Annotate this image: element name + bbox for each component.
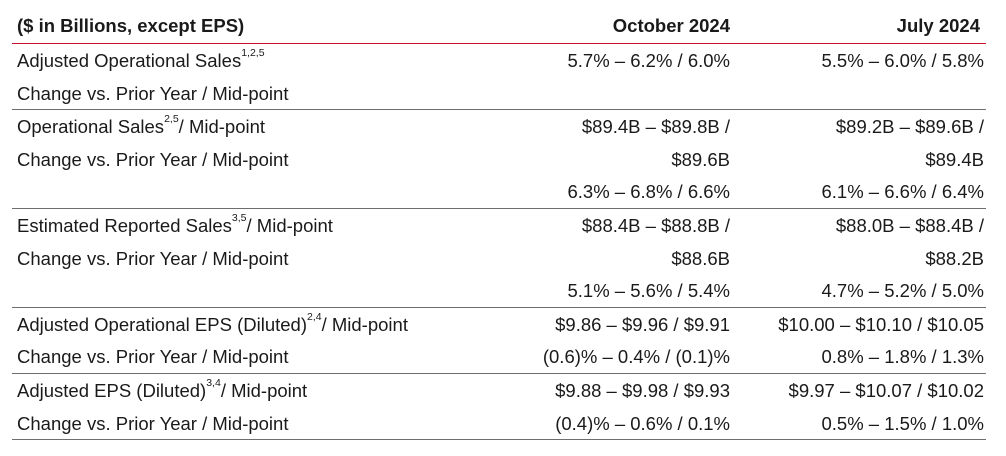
row-group: Estimated Reported Sales3,5/ Mid-point $8…: [12, 209, 986, 308]
cell-october-2024: 5.7% – 6.2% / 6.0%: [567, 50, 731, 71]
cell-july-2024: 5.5% – 6.0% / 5.8%: [821, 50, 985, 71]
cell-october-2024: 6.3% – 6.8% / 6.6%: [567, 181, 731, 203]
row-label-text: Change vs. Prior Year / Mid-point: [17, 346, 289, 368]
row-label: Change vs. Prior Year / Mid-point: [17, 149, 288, 171]
footnote-marker: 3,4: [206, 376, 221, 389]
row-group: Adjusted Operational Sales1,2,5 5.7% – 6.…: [12, 44, 986, 111]
table-row: Change vs. Prior Year / Mid-point: [12, 77, 986, 110]
cell-october-2024: (0.6)% – 0.4% / (0.1)%: [542, 346, 730, 368]
row-label: Change vs. Prior Year / Mid-point: [17, 248, 288, 270]
table-row: Change vs. Prior Year / Mid-point $88.6B $…: [12, 242, 986, 275]
header-october-2024: October 2024: [612, 15, 730, 36]
cell-july-2024: $88.0B – $88.4B /: [835, 214, 984, 236]
row-label: Adjusted Operational Sales1,2,5: [17, 47, 265, 72]
row-group: Adjusted EPS (Diluted)3,4/ Mid-point $9.8…: [12, 374, 986, 441]
table-row: Change vs. Prior Year / Mid-point (0.4)% …: [12, 407, 986, 440]
footnote-marker: 1,2,5: [241, 47, 265, 59]
row-label-text: Operational Sales: [17, 116, 165, 138]
cell-july-2024: $88.2B: [925, 247, 984, 269]
table-row: Adjusted Operational Sales1,2,5 5.7% – 6.…: [12, 44, 986, 77]
row-label-text: Change vs. Prior Year / Mid-point: [17, 247, 289, 269]
row-label-text: Change vs. Prior Year / Mid-point: [17, 412, 289, 434]
row-label-suffix: / Mid-point: [178, 116, 266, 138]
guidance-table: ($ in Billions, except EPS) October 2024…: [12, 10, 986, 441]
cell-october-2024: $9.86 – $9.96 / $9.91: [555, 313, 730, 335]
cell-july-2024: 0.8% – 1.8% / 1.3%: [821, 346, 985, 368]
cell-july-2024: $89.4B: [925, 148, 984, 170]
row-label-suffix: / Mid-point: [220, 379, 308, 401]
table-row: Estimated Reported Sales3,5/ Mid-point $8…: [12, 209, 986, 242]
header-label: ($ in Billions, except EPS): [17, 15, 245, 36]
footnote-marker: 2,5: [164, 113, 179, 126]
row-label: Adjusted Operational EPS (Diluted)2,4/ M…: [17, 310, 408, 336]
row-label-text: Estimated Reported Sales: [17, 214, 232, 236]
row-label: Change vs. Prior Year / Mid-point: [17, 413, 288, 435]
table-row: 5.1% – 5.6% / 5.4% 4.7% – 5.2% / 5.0%: [12, 274, 986, 307]
row-label: Estimated Reported Sales3,5/ Mid-point: [17, 211, 333, 237]
row-label-text: Change vs. Prior Year / Mid-point: [17, 82, 289, 104]
cell-october-2024: $9.88 – $9.98 / $9.93: [555, 379, 730, 401]
row-label: Adjusted EPS (Diluted)3,4/ Mid-point: [17, 376, 308, 402]
row-label-text: Adjusted Operational Sales: [17, 50, 242, 71]
row-group: Operational Sales2,5/ Mid-point $89.4B – …: [12, 110, 986, 209]
cell-july-2024: $10.00 – $10.10 / $10.05: [778, 313, 984, 335]
cell-july-2024: $89.2B – $89.6B /: [835, 116, 984, 138]
row-group: Adjusted Operational EPS (Diluted)2,4/ M…: [12, 308, 986, 374]
row-label-suffix: / Mid-point: [321, 313, 408, 335]
row-label-text: Adjusted EPS (Diluted): [17, 379, 207, 401]
table-row: Adjusted Operational EPS (Diluted)2,4/ M…: [12, 308, 986, 341]
row-label: Operational Sales2,5/ Mid-point: [17, 113, 266, 138]
cell-october-2024: 5.1% – 5.6% / 5.4%: [567, 280, 731, 302]
cell-october-2024: (0.4)% – 0.6% / 0.1%: [555, 412, 730, 434]
table-header: ($ in Billions, except EPS) October 2024…: [12, 10, 986, 44]
row-label: Change vs. Prior Year / Mid-point: [17, 83, 288, 105]
table-row: Adjusted EPS (Diluted)3,4/ Mid-point $9.8…: [12, 374, 986, 407]
cell-july-2024: $9.97 – $10.07 / $10.02: [788, 379, 984, 401]
row-label-text: Change vs. Prior Year / Mid-point: [17, 148, 289, 170]
table-row: Change vs. Prior Year / Mid-point (0.6)% …: [12, 340, 986, 373]
cell-october-2024: $89.6B: [671, 148, 730, 170]
footnote-marker: 2,4: [306, 310, 322, 323]
table-row: Operational Sales2,5/ Mid-point $89.4B – …: [12, 110, 986, 143]
footnote-marker: 3,5: [231, 211, 247, 224]
header-july-2024: July 2024: [896, 15, 980, 36]
cell-july-2024: 6.1% – 6.6% / 6.4%: [821, 181, 985, 203]
cell-july-2024: 4.7% – 5.2% / 5.0%: [821, 280, 985, 302]
table-body: Adjusted Operational Sales1,2,5 5.7% – 6.…: [12, 44, 986, 441]
cell-october-2024: $88.6B: [671, 247, 730, 269]
cell-october-2024: $88.4B – $88.8B /: [581, 214, 730, 236]
table-row: 6.3% – 6.8% / 6.6% 6.1% – 6.6% / 6.4%: [12, 175, 986, 208]
row-label: Change vs. Prior Year / Mid-point: [17, 346, 288, 368]
row-label-text: Adjusted Operational EPS (Diluted): [17, 313, 307, 335]
cell-july-2024: 0.5% – 1.5% / 1.0%: [821, 412, 985, 434]
table-row: Change vs. Prior Year / Mid-point $89.6B $…: [12, 143, 986, 176]
cell-october-2024: $89.4B – $89.8B /: [581, 116, 730, 138]
row-label-suffix: / Mid-point: [246, 214, 333, 236]
